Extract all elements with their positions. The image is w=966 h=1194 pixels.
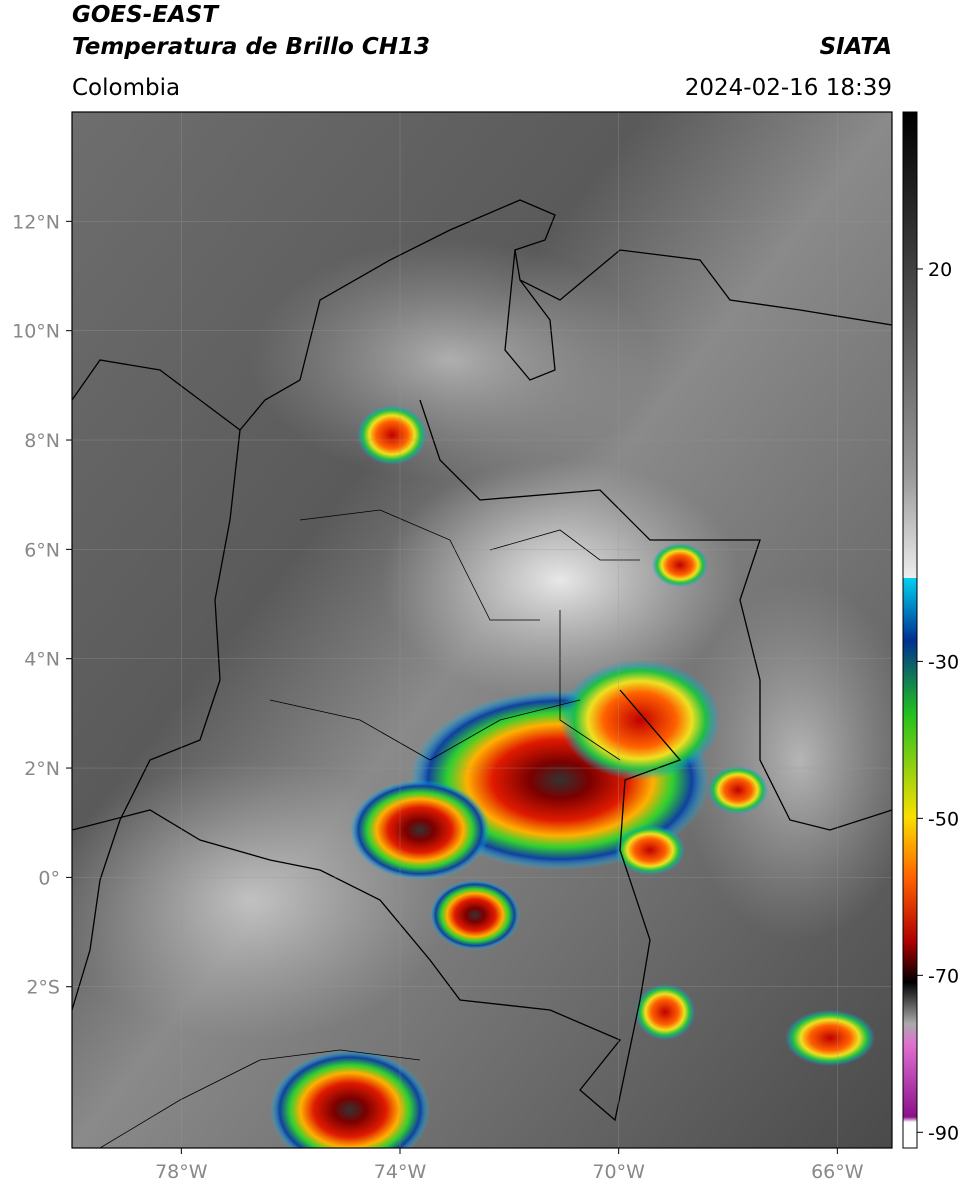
timestamp: 2024-02-16 18:39 [685, 75, 892, 101]
graticule [72, 112, 892, 1148]
storm [357, 405, 427, 465]
storm [785, 1010, 875, 1066]
storm [708, 766, 768, 814]
x-tick-label: 66°W [811, 1161, 864, 1183]
colorbar [902, 111, 918, 1149]
y-tick-label: 2°S [26, 977, 60, 999]
colorbar-tick-label: -30 [928, 651, 959, 673]
storm [430, 880, 520, 950]
colorbar-tick-label: -90 [928, 1122, 959, 1144]
tick-group: 78°W 74°W 70°W 66°W 12°N 10°N 8°N 6°N 4°N 2°N 0° 2°… [12, 211, 959, 1183]
y-tick-label: 0° [38, 867, 60, 889]
y-tick-label: 2°N [24, 758, 60, 780]
colorbar-tick-label: -70 [928, 965, 959, 987]
y-tick-label: 10°N [12, 321, 60, 343]
cloud [380, 460, 740, 700]
y-tick-label: 12°N [12, 211, 60, 233]
subtitle: Temperatura de Brillo CH13 [72, 34, 430, 60]
x-tick-label: 70°W [592, 1161, 645, 1183]
source: SIATA [820, 34, 892, 60]
colorbar-tick-label: 20 [928, 259, 952, 281]
map-frame [71, 111, 893, 1149]
title: GOES-EAST [72, 2, 220, 28]
storm [560, 660, 720, 780]
y-tick-label: 6°N [24, 539, 60, 561]
x-tick-label: 74°W [374, 1161, 427, 1183]
storm [635, 984, 695, 1040]
cloud [250, 240, 650, 480]
storm [350, 780, 490, 880]
y-tick-label: 4°N [24, 649, 60, 671]
borders [72, 199, 892, 1148]
storm [270, 1050, 430, 1148]
colorbar-tick-label: -50 [928, 808, 959, 830]
region: Colombia [72, 75, 180, 101]
cloud [680, 580, 892, 940]
x-tick-label: 78°W [155, 1161, 208, 1183]
map-area [72, 112, 892, 1148]
storm [615, 825, 685, 875]
y-tick-label: 8°N [24, 430, 60, 452]
storm [652, 543, 708, 587]
